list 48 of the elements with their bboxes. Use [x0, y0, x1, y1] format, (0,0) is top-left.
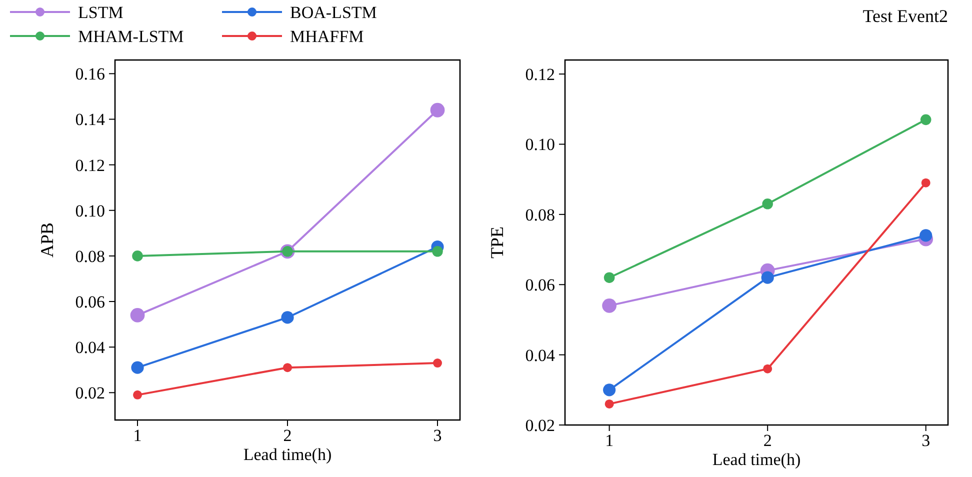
point	[920, 114, 932, 126]
x-axis-title: Lead time(h)	[243, 445, 332, 464]
point	[281, 311, 294, 324]
y-tick-label: 0.10	[75, 201, 105, 220]
point	[432, 246, 443, 257]
y-tick-label: 0.06	[525, 276, 555, 295]
y-axis-title: APB	[37, 222, 57, 258]
point	[763, 364, 772, 374]
point	[433, 358, 442, 368]
point	[133, 390, 142, 400]
point	[920, 229, 932, 242]
x-tick-label: 3	[433, 426, 442, 445]
y-tick-label: 0.12	[525, 65, 555, 84]
x-tick-label: 1	[133, 426, 142, 445]
point	[130, 308, 145, 322]
point	[762, 198, 773, 210]
y-tick-label: 0.14	[75, 110, 106, 130]
legend-label: MHAFFM	[290, 27, 364, 46]
point	[761, 271, 774, 284]
x-tick-label: 2	[283, 426, 292, 445]
legend-label: MHAM-LSTM	[78, 27, 184, 46]
x-tick-label: 3	[922, 431, 930, 450]
point	[604, 272, 615, 283]
y-tick-label: 0.08	[525, 205, 555, 224]
y-tick-label: 0.02	[525, 416, 555, 435]
point	[604, 399, 614, 408]
point	[132, 250, 143, 262]
x-tick-label: 1	[605, 431, 614, 450]
x-axis-title: Lead time(h)	[712, 450, 801, 469]
chart-title: Test Event2	[862, 6, 948, 26]
y-tick-label: 0.04	[75, 338, 106, 358]
y-tick-label: 0.02	[75, 384, 105, 403]
point	[603, 384, 616, 396]
y-axis-title: TPE	[487, 226, 507, 259]
y-tick-label: 0.16	[75, 64, 105, 84]
legend-label: BOA-LSTM	[290, 3, 377, 22]
point	[283, 363, 292, 372]
point	[131, 361, 144, 374]
y-tick-label: 0.10	[525, 135, 555, 154]
y-tick-label: 0.12	[75, 156, 105, 175]
legend-label: LSTM	[78, 3, 124, 22]
y-tick-label: 0.06	[75, 292, 105, 312]
point	[430, 102, 445, 118]
y-tick-label: 0.08	[75, 246, 105, 266]
point	[921, 178, 930, 188]
x-tick-label: 2	[763, 431, 772, 450]
point	[602, 298, 617, 313]
y-tick-label: 0.04	[525, 346, 556, 365]
